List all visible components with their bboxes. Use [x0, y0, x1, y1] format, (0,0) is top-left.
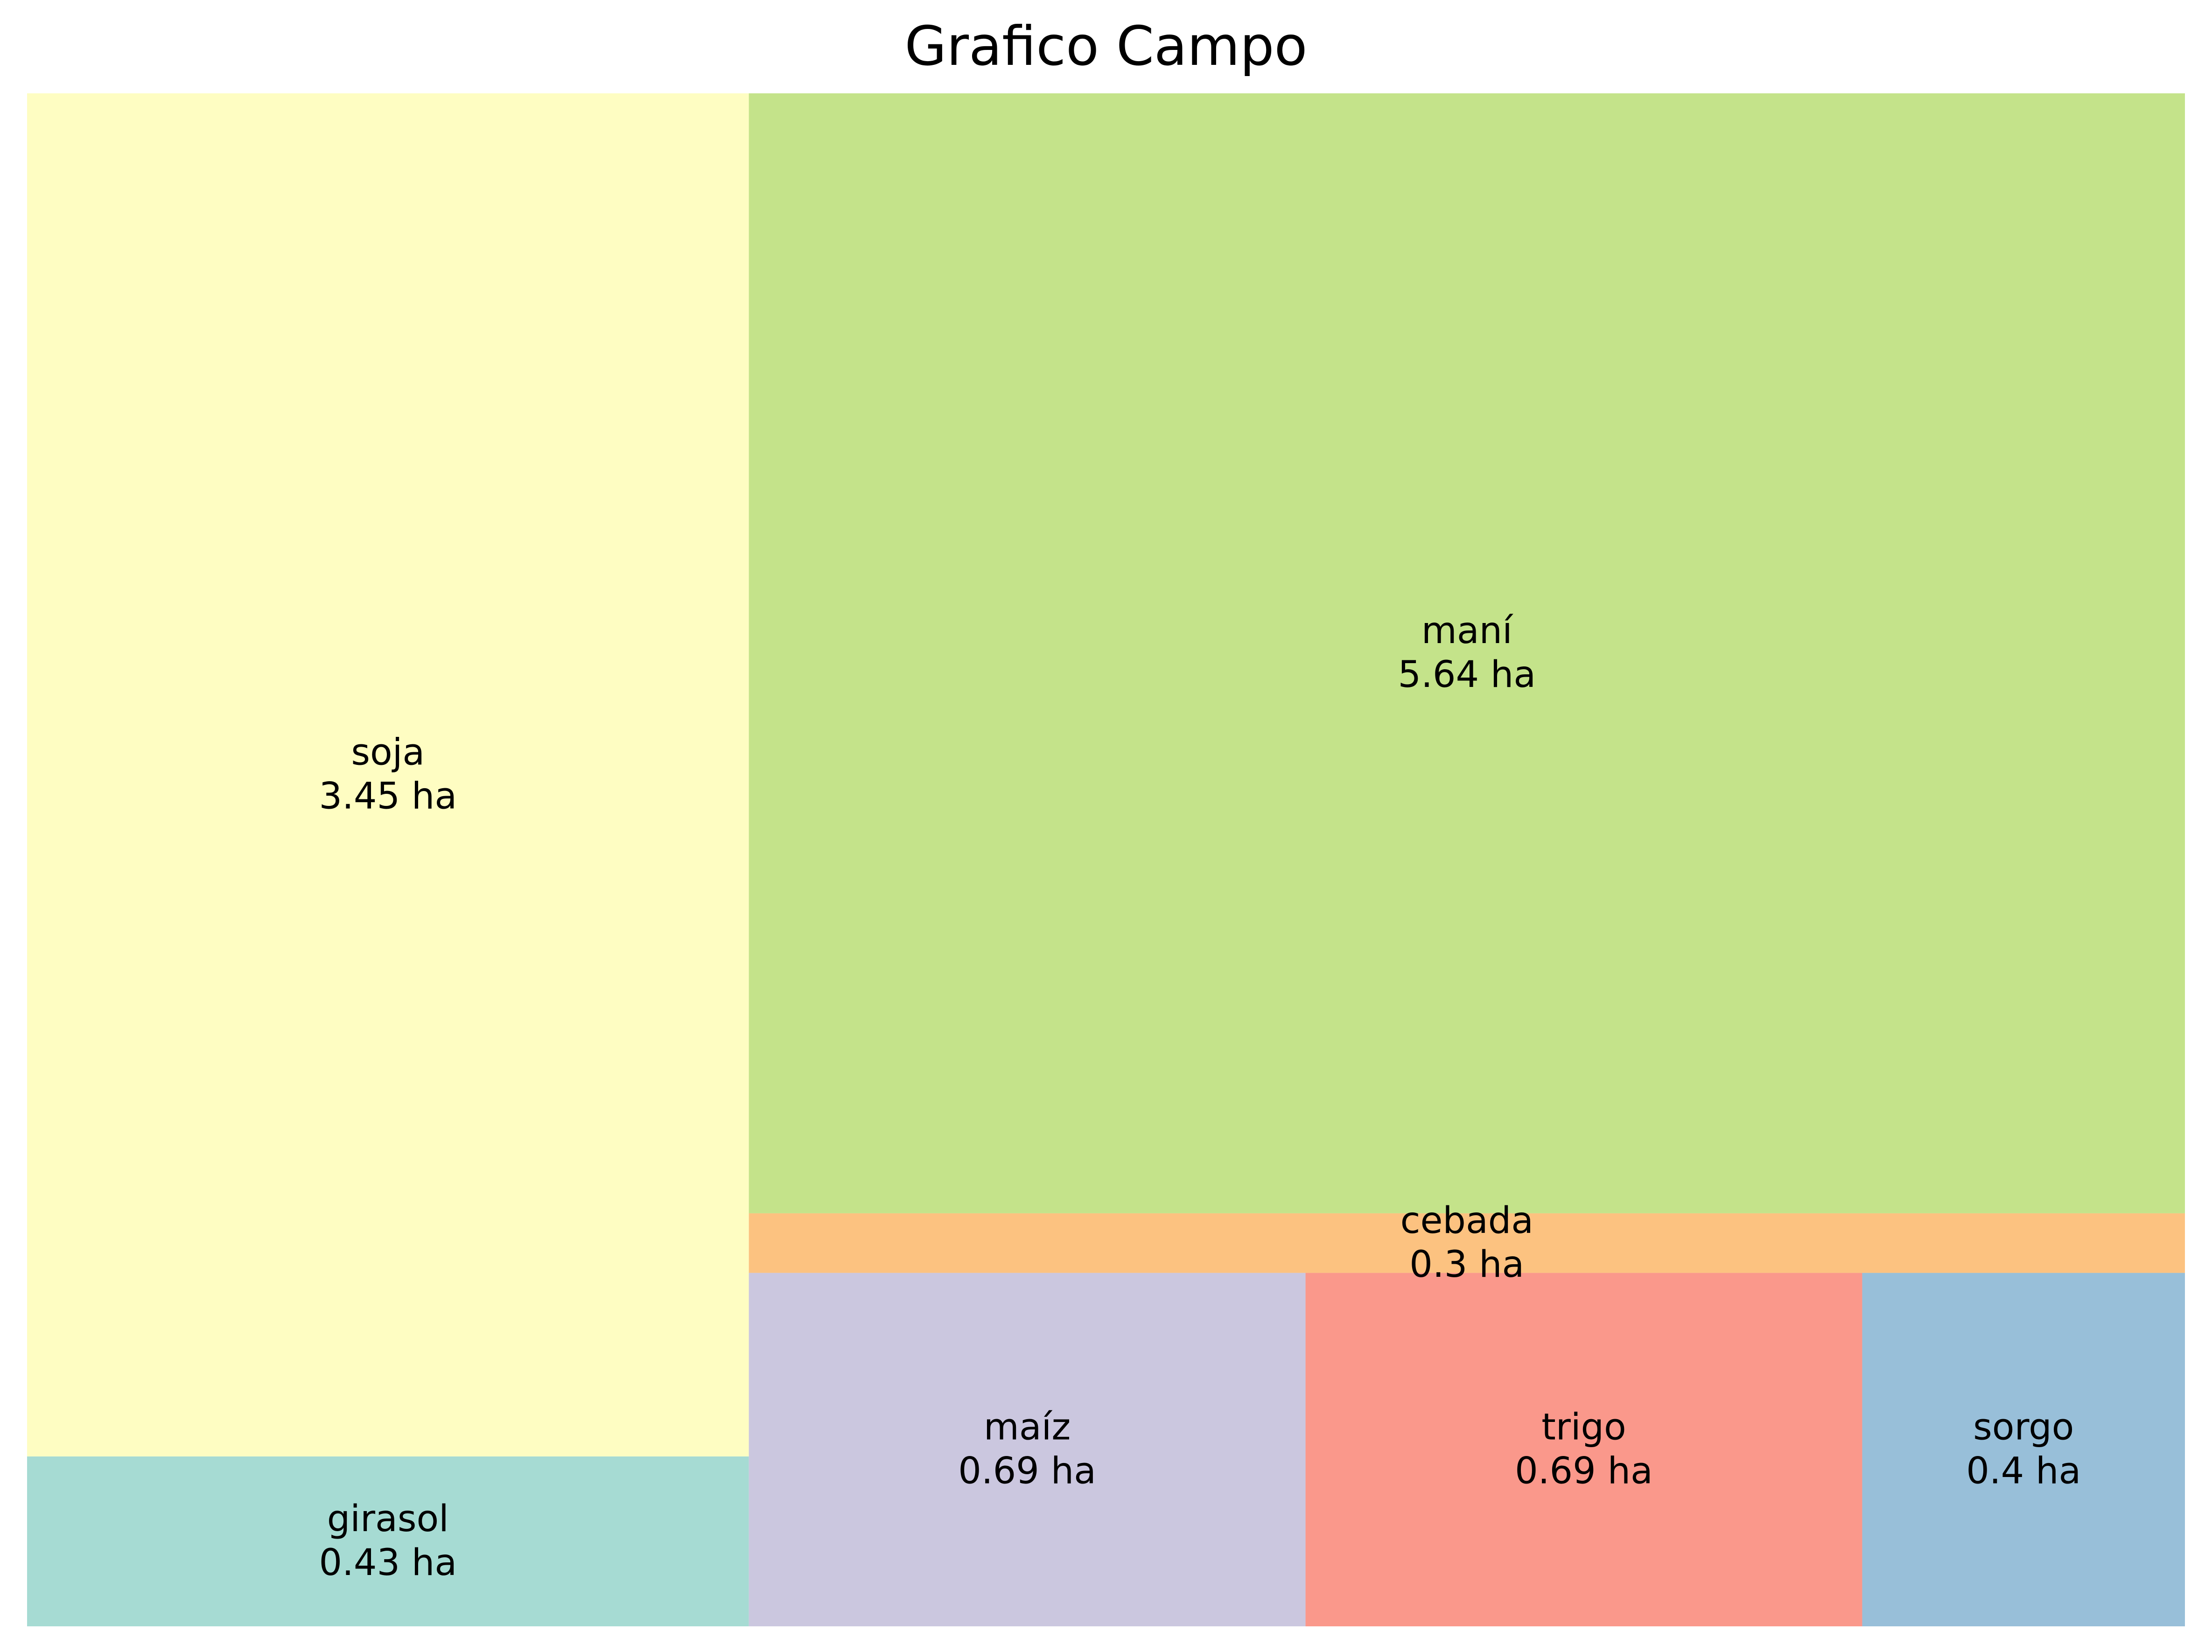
- treemap-cell-maiz: [749, 1273, 1306, 1626]
- treemap-label-girasol: girasol 0.43 ha: [319, 1498, 457, 1584]
- crop-name: trigo: [1541, 1406, 1626, 1448]
- treemap-label-maiz: maíz 0.69 ha: [958, 1406, 1096, 1492]
- crop-name: cebada: [1400, 1200, 1534, 1242]
- treemap-label-soja: soja 3.45 ha: [319, 731, 457, 817]
- treemap-cell-trigo: [1305, 1273, 1862, 1626]
- crop-name: soja: [351, 731, 425, 773]
- crop-area-value: 0.43 ha: [319, 1542, 457, 1584]
- treemap-label-sorgo: sorgo 0.4 ha: [1966, 1406, 2081, 1492]
- chart-title: Grafico Campo: [904, 15, 1308, 78]
- treemap-label-cebada: cebada 0.3 ha: [1400, 1200, 1534, 1286]
- crop-name: maíz: [984, 1406, 1071, 1448]
- crop-area-value: 0.69 ha: [958, 1450, 1096, 1492]
- crop-name: girasol: [327, 1498, 449, 1540]
- crop-area-value: 0.4 ha: [1966, 1450, 2081, 1492]
- crop-name: maní: [1421, 610, 1513, 652]
- treemap-cell-mani: [749, 93, 2185, 1213]
- treemap-cell-soja: [27, 93, 749, 1456]
- treemap-cell-girasol: [27, 1456, 749, 1626]
- treemap-cell-sorgo: [1862, 1273, 2185, 1626]
- crop-area-value: 3.45 ha: [319, 775, 457, 817]
- crop-area-value: 0.3 ha: [1409, 1244, 1524, 1286]
- treemap-label-trigo: trigo 0.69 ha: [1515, 1406, 1653, 1492]
- crop-area-value: 0.69 ha: [1515, 1450, 1653, 1492]
- crop-name: sorgo: [1973, 1406, 2074, 1448]
- treemap-cell-cebada: [749, 1213, 2185, 1273]
- treemap-label-mani: maní 5.64 ha: [1398, 610, 1536, 696]
- crop-area-value: 5.64 ha: [1398, 654, 1536, 696]
